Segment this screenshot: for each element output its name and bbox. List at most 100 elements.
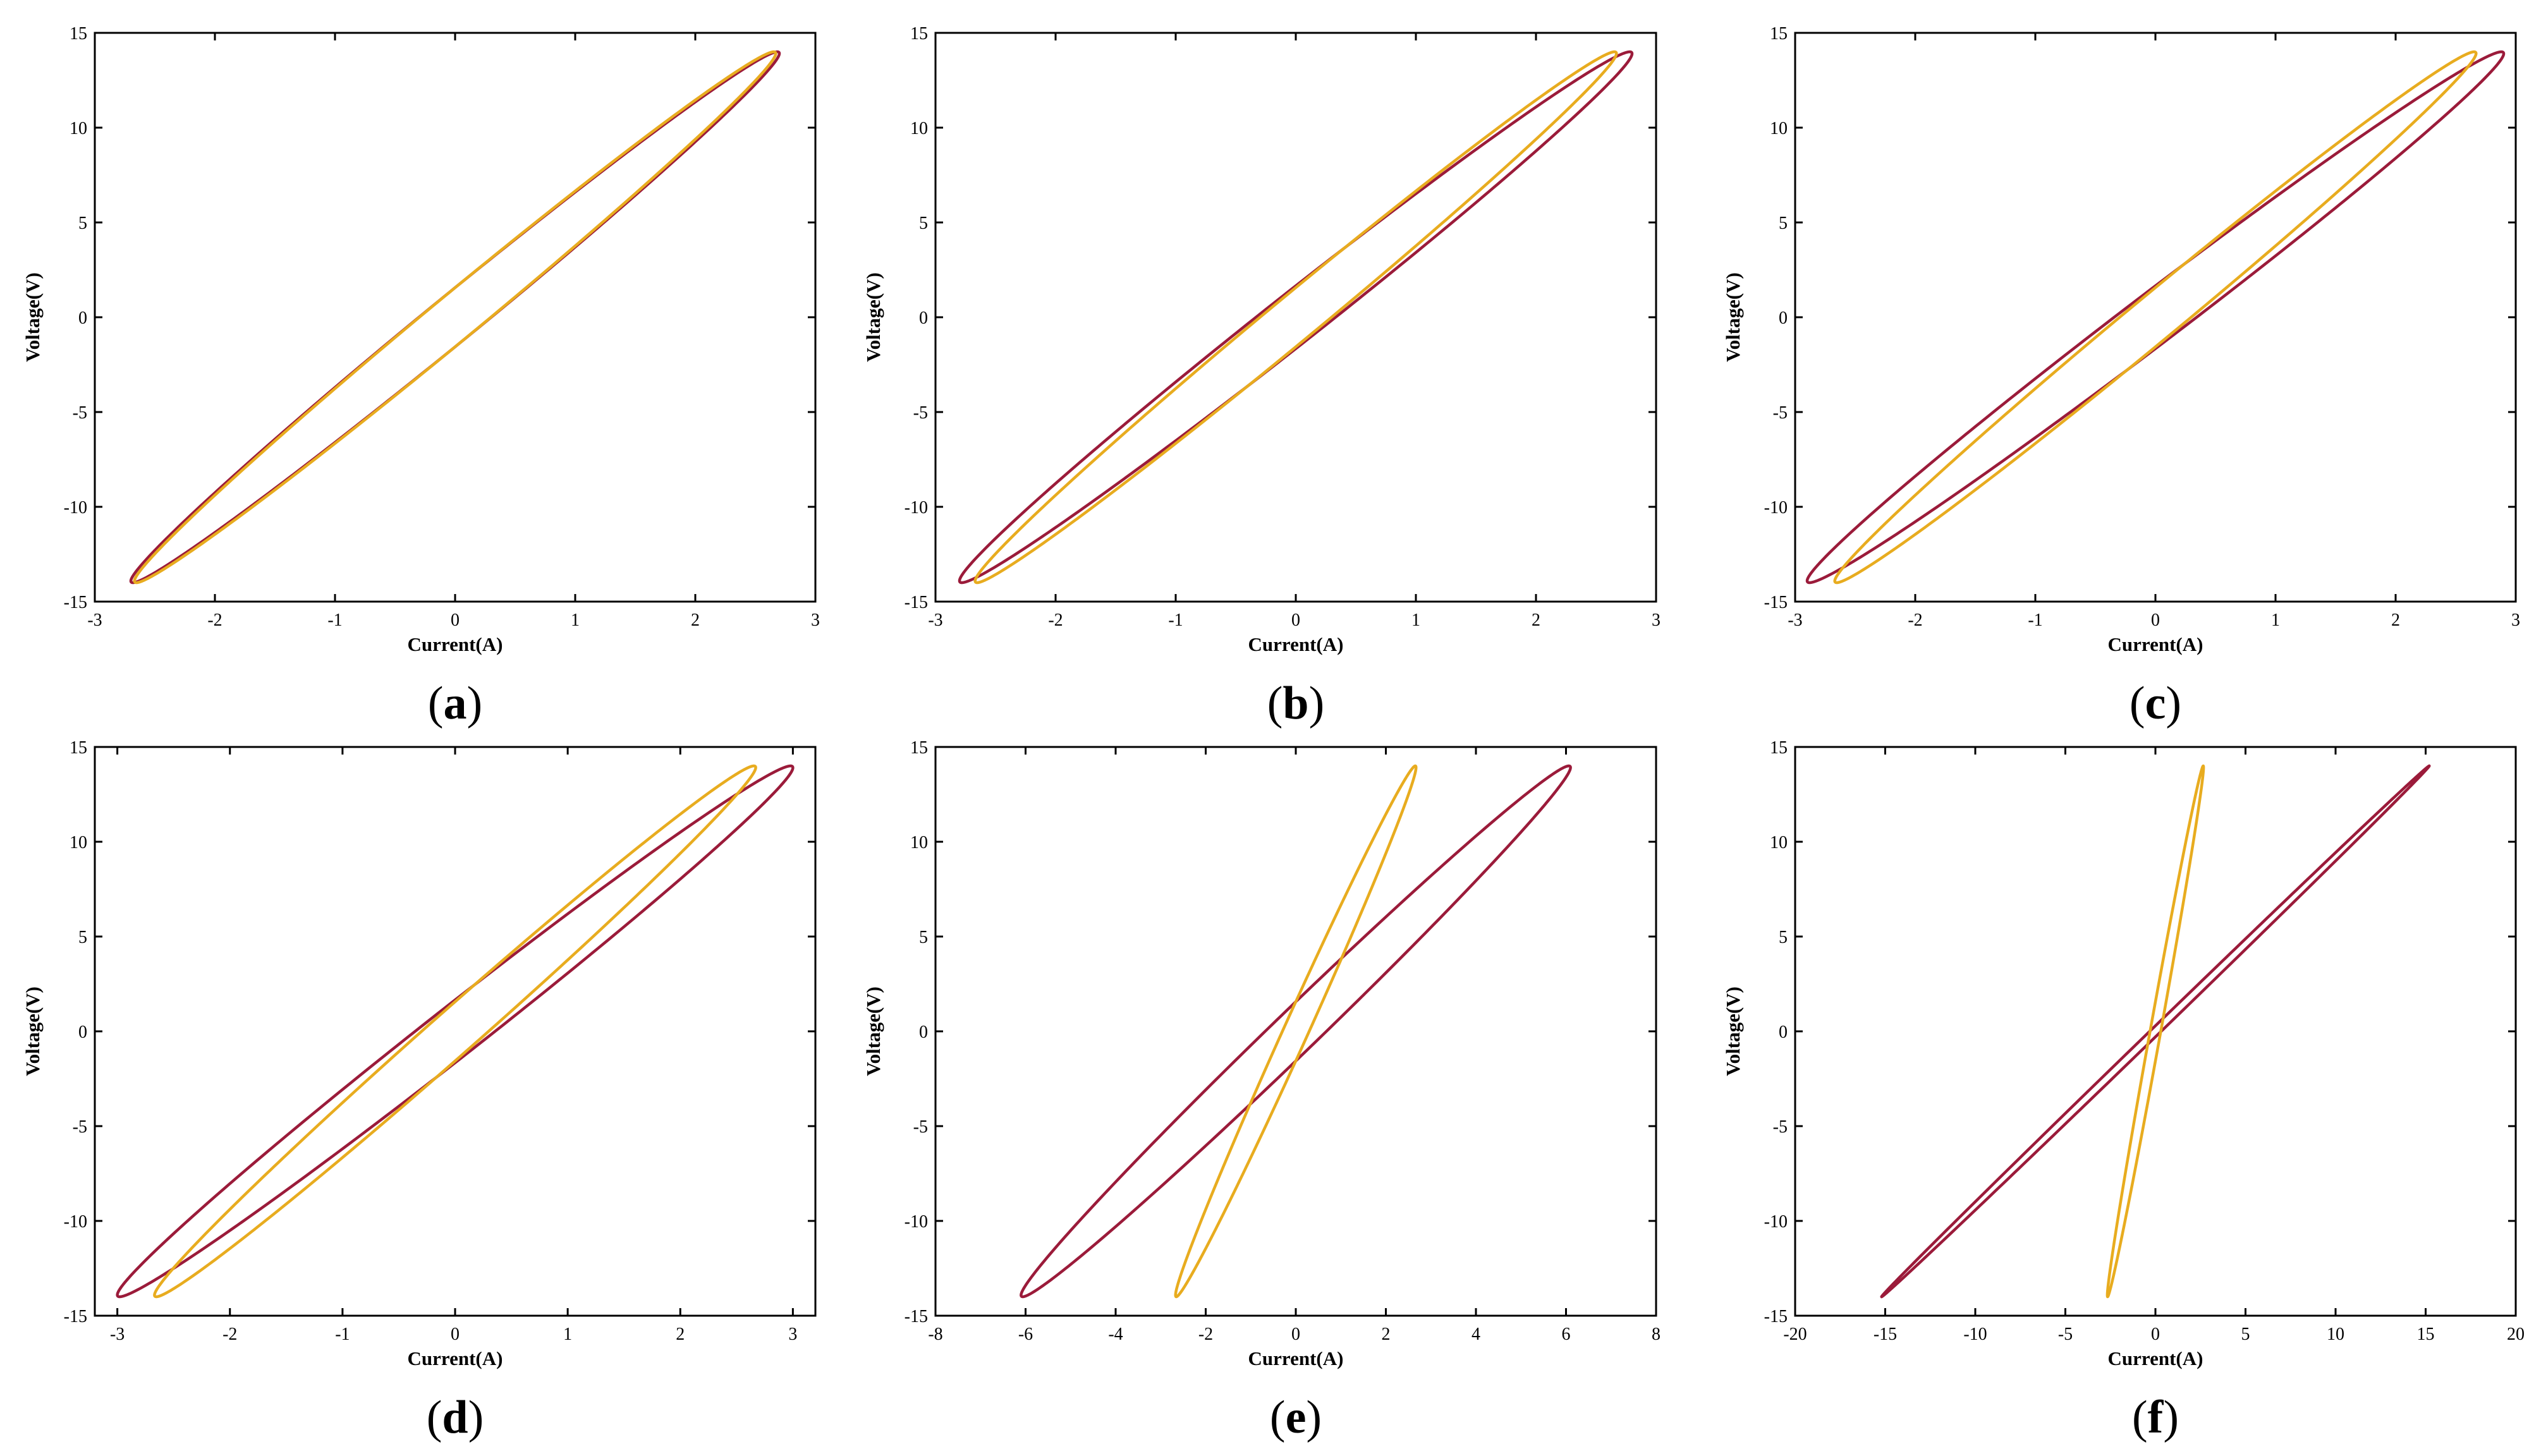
x-tick-label: 3	[811, 610, 820, 630]
x-tick-label: 6	[1562, 1325, 1571, 1344]
x-tick-label: -5	[2058, 1325, 2073, 1344]
y-tick-label: -10	[64, 498, 87, 518]
y-tick-label: -15	[1764, 593, 1788, 612]
panel-label: (d)	[427, 1392, 484, 1443]
y-tick-label: -15	[1764, 1307, 1788, 1326]
x-tick-label: 3	[2511, 610, 2520, 630]
x-tick-label: 0	[1291, 1325, 1300, 1344]
series-inner-curve	[133, 50, 777, 585]
x-tick-label: -4	[1108, 1325, 1123, 1344]
y-tick-label: 5	[919, 928, 928, 947]
series-outer-curve	[129, 50, 781, 585]
series-outer-curve	[116, 764, 795, 1299]
y-tick-label: -10	[1764, 498, 1788, 518]
x-tick-label: 20	[2507, 1325, 2525, 1344]
chart-panel: -20 -15 -10 -5 0 5 10 15 20-15-10-5051015Current…	[1722, 738, 2525, 1443]
x-tick-label: 5	[2241, 1325, 2250, 1344]
x-tick-label: 1	[563, 1325, 572, 1344]
y-tick-label: -5	[1773, 403, 1788, 423]
y-tick-label: 15	[1770, 24, 1788, 44]
x-tick-label: 0	[451, 610, 460, 630]
y-tick-label: 10	[70, 833, 87, 852]
y-axis-title: Voltage(V)	[862, 986, 884, 1076]
y-tick-label: 5	[78, 928, 87, 947]
x-tick-label: 0	[1291, 610, 1300, 630]
y-tick-label: 0	[78, 308, 87, 328]
series-outer-curve	[1020, 764, 1572, 1299]
plot-area-frame	[94, 746, 817, 1317]
y-tick-label: 10	[1770, 119, 1788, 138]
y-tick-label: 0	[1779, 308, 1788, 328]
y-tick-label: -15	[64, 1307, 87, 1326]
y-tick-label: 10	[910, 833, 928, 852]
panel-label: (c)	[2130, 677, 2181, 729]
y-tick-label: -5	[913, 1117, 928, 1137]
y-tick-label: -5	[1773, 1117, 1788, 1137]
y-tick-label: 15	[70, 24, 87, 44]
plot-area-frame	[1794, 746, 2517, 1317]
x-tick-label: -1	[1168, 610, 1183, 630]
y-tick-label: -10	[905, 498, 928, 518]
y-tick-label: 0	[1779, 1022, 1788, 1042]
series-inner-curve	[2105, 764, 2205, 1299]
chart-panel: -3 -2 -1 0 1 2 3-15-10-5051015Current(A)Voltag…	[21, 738, 817, 1443]
y-tick-label: 0	[78, 1022, 87, 1042]
chart-panel: -3 -2 -1 0 1 2 3-15-10-5051015Current(A)Voltag…	[21, 24, 820, 729]
x-tick-label: 10	[2327, 1325, 2344, 1344]
panel-label: (b)	[1267, 677, 1324, 729]
x-axis-title: Current(A)	[2108, 1347, 2203, 1369]
x-tick-label: 8	[1652, 1325, 1660, 1344]
x-tick-label: 1	[2271, 610, 2280, 630]
panel-label: (f)	[2132, 1392, 2179, 1443]
y-tick-label: 5	[1779, 928, 1788, 947]
chart-panel: -8 -6 -4 -2 0 2 4 6 8 -15 -10 -5 0 5 10 15 Current(A) Vol…	[862, 738, 1660, 1443]
y-tick-label: -10	[905, 1212, 928, 1232]
y-tick-label: -15	[905, 593, 928, 612]
x-tick-label: -15	[1874, 1325, 1897, 1344]
x-tick-label: 0	[2151, 1325, 2160, 1344]
plot-area-frame	[94, 32, 817, 603]
x-axis-title: Current(A)	[2108, 633, 2203, 655]
plot-area-frame	[1794, 32, 2517, 603]
x-axis-title: Current(A)	[408, 633, 503, 655]
y-axis-title: Voltage(V)	[862, 272, 884, 362]
y-tick-label: 15	[910, 24, 928, 44]
series-outer-curve	[1805, 50, 2506, 585]
y-tick-label: 0	[919, 1022, 928, 1042]
y-tick-label: -15	[905, 1307, 928, 1326]
x-tick-label: -1	[327, 610, 342, 630]
x-tick-label: 2	[1532, 610, 1540, 630]
x-tick-label: -2	[1198, 1325, 1213, 1344]
x-tick-label: 15	[2417, 1325, 2435, 1344]
series-inner-curve	[973, 50, 1618, 585]
series-outer-curve	[1880, 764, 2431, 1299]
x-tick-label: -3	[928, 610, 942, 630]
x-tick-label: -3	[87, 610, 102, 630]
chart-panel: -3 -2 -1 0 1 2 3-15-10-5051015Current(A)Voltag…	[862, 24, 1660, 729]
panel-label: (a)	[428, 677, 482, 729]
series-inner-curve	[1174, 764, 1418, 1299]
y-tick-label: 5	[1779, 214, 1788, 233]
y-tick-label: -5	[73, 1117, 87, 1137]
x-tick-label: -2	[207, 610, 222, 630]
x-tick-label: 3	[788, 1325, 797, 1344]
x-tick-label: 2	[676, 1325, 685, 1344]
y-tick-label: 0	[919, 308, 928, 328]
x-tick-label: 2	[691, 610, 700, 630]
y-axis-title: Voltage(V)	[21, 986, 44, 1076]
x-tick-label: -2	[1048, 610, 1063, 630]
series-outer-curve	[958, 50, 1634, 585]
panel-label: (e)	[1270, 1392, 1322, 1443]
x-tick-label: -1	[2028, 610, 2042, 630]
y-tick-label: -5	[73, 403, 87, 423]
x-tick-label: 1	[571, 610, 580, 630]
y-tick-label: 5	[78, 214, 87, 233]
x-tick-label: 2	[2391, 610, 2400, 630]
y-tick-label: 10	[910, 119, 928, 138]
x-tick-label: -2	[222, 1325, 237, 1344]
y-tick-label: 15	[1770, 738, 1788, 758]
x-tick-label: 0	[2151, 610, 2160, 630]
y-tick-label: 10	[1770, 833, 1788, 852]
y-axis-title: Voltage(V)	[1722, 986, 1744, 1076]
